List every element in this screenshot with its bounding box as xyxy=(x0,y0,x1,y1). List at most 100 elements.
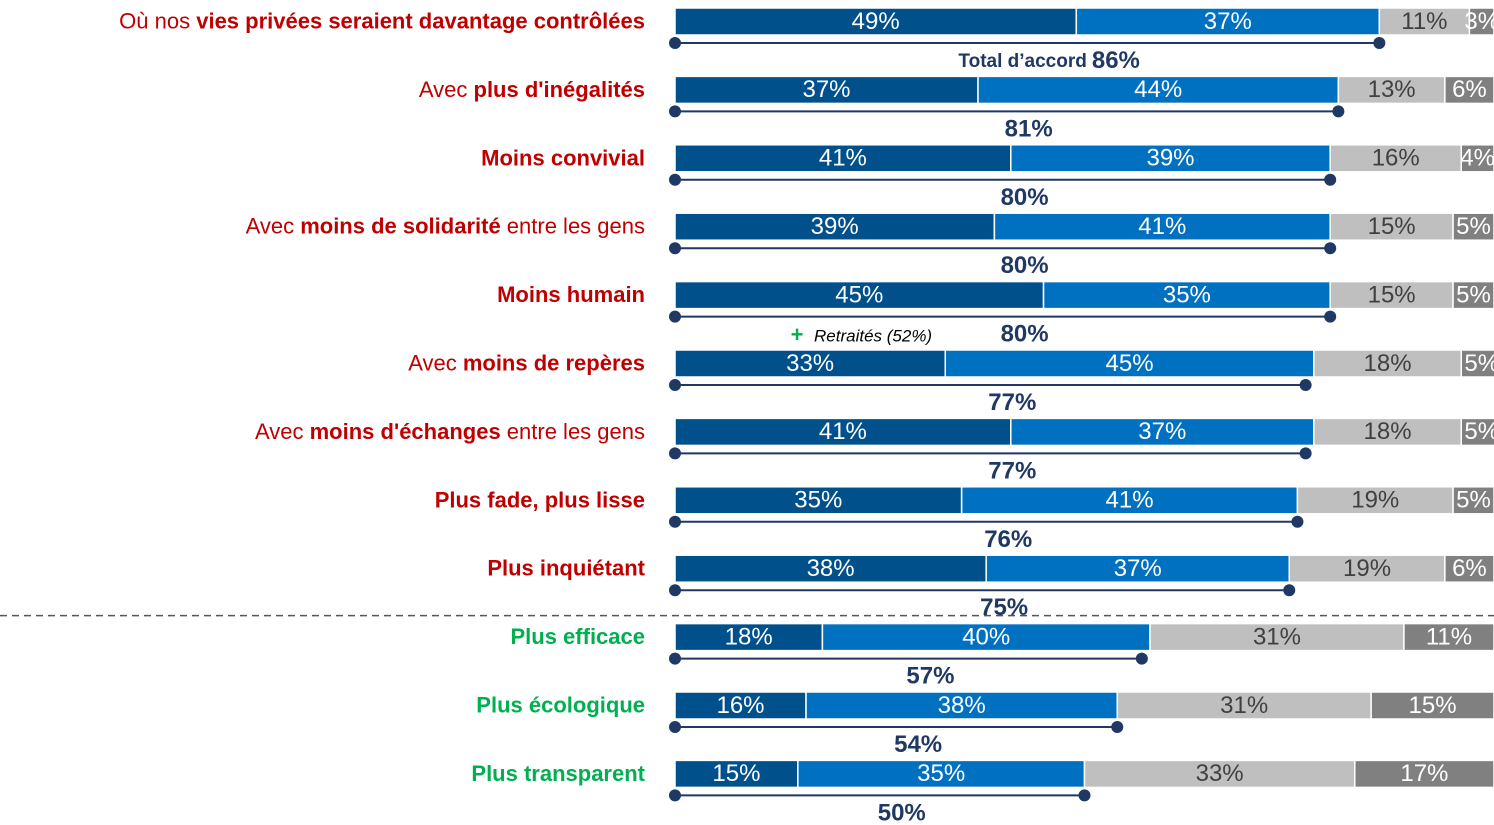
value-label: 38% xyxy=(938,692,986,719)
value-label: 31% xyxy=(1253,623,1301,650)
value-label: 49% xyxy=(852,8,900,35)
total-label: Total d’accord 86% xyxy=(958,47,1140,74)
bar-segment xyxy=(1370,691,1494,720)
value-label: 35% xyxy=(1163,281,1211,308)
total-value: 80% xyxy=(1001,184,1049,211)
total-label: 75% xyxy=(980,595,1028,622)
category-label-part: moins de solidarité xyxy=(300,214,501,239)
total-dot xyxy=(669,447,681,460)
total-label: 54% xyxy=(894,731,942,758)
total-label: 57% xyxy=(906,663,954,690)
category-label-part: moins de repères xyxy=(463,350,645,375)
value-label: 5% xyxy=(1464,418,1494,445)
category-label-part: Moins humain xyxy=(497,282,645,307)
value-label: 11% xyxy=(1401,8,1447,35)
value-label: 16% xyxy=(716,692,764,719)
category-label: Avec moins d'échanges entre les gens xyxy=(255,419,645,444)
total-prefix: Total d’accord xyxy=(958,51,1086,72)
total-dot xyxy=(669,584,681,597)
value-label: 37% xyxy=(1114,555,1162,582)
bar-segment xyxy=(1010,144,1331,173)
category-label-part: Avec xyxy=(255,419,310,444)
bar-segment xyxy=(1296,486,1454,515)
value-label: 15% xyxy=(1368,281,1416,308)
annotation-symbol: + xyxy=(791,322,804,347)
value-label: 13% xyxy=(1368,76,1416,103)
total-value: 77% xyxy=(988,458,1036,485)
value-label: 41% xyxy=(1106,487,1154,514)
value-label: 11% xyxy=(1426,623,1472,650)
total-label: 80% xyxy=(1001,184,1049,211)
value-label: 15% xyxy=(1368,213,1416,240)
category-label-part: entre les gens xyxy=(501,419,645,444)
category-label-part: Avec xyxy=(419,77,474,102)
bar-segment xyxy=(1116,691,1372,720)
value-label: 18% xyxy=(1364,350,1412,377)
total-dot xyxy=(669,379,681,391)
value-label: 41% xyxy=(819,418,867,445)
value-label: 35% xyxy=(794,487,842,514)
value-label: 5% xyxy=(1456,281,1491,308)
category-label-part: moins d'échanges xyxy=(310,419,501,444)
category-label: Avec moins de solidarité entre les gens xyxy=(246,214,645,239)
value-label: 17% xyxy=(1400,760,1448,787)
value-label: 40% xyxy=(962,623,1010,650)
bar-segment xyxy=(1149,622,1405,652)
total-dot xyxy=(1291,515,1304,528)
category-label: Moins convivial xyxy=(481,145,645,170)
category-label-part: plus d'inégalités xyxy=(474,77,646,102)
bar-segment xyxy=(1329,280,1454,310)
value-label: 31% xyxy=(1220,692,1268,719)
category-label-part: Avec xyxy=(246,214,301,239)
bar-segment xyxy=(1010,417,1315,447)
category-label-part: Moins convivial xyxy=(481,145,645,170)
total-label: 50% xyxy=(878,800,926,825)
value-label: 5% xyxy=(1456,213,1491,240)
total-label: 80% xyxy=(1001,253,1049,280)
value-label: 39% xyxy=(1146,145,1194,172)
bar-segment xyxy=(1354,759,1494,789)
bar-segment xyxy=(1329,144,1462,173)
total-value: 54% xyxy=(894,731,942,758)
total-value: 50% xyxy=(878,800,926,825)
value-label: 37% xyxy=(1138,418,1186,445)
bar-segment xyxy=(993,212,1331,241)
total-value: 80% xyxy=(1001,253,1049,280)
value-label: 38% xyxy=(807,555,855,582)
bar-segment xyxy=(1329,212,1454,241)
value-label: 33% xyxy=(786,350,834,377)
category-label: Plus inquiétant xyxy=(487,556,645,581)
total-value: 76% xyxy=(984,526,1032,553)
category-label-part: entre les gens xyxy=(501,214,645,239)
total-label: 76% xyxy=(984,526,1032,553)
value-label: 19% xyxy=(1343,555,1391,582)
value-label: 18% xyxy=(1364,418,1412,445)
value-label: 45% xyxy=(1106,350,1154,377)
bar-segment xyxy=(1042,280,1331,310)
total-dot xyxy=(1324,310,1337,323)
value-label: 41% xyxy=(819,145,867,172)
total-dot xyxy=(1373,37,1386,49)
bar-segment xyxy=(1444,554,1494,583)
bar-segment xyxy=(1452,280,1494,310)
total-dot xyxy=(1324,242,1337,255)
bar-segment xyxy=(1460,349,1494,378)
category-label: Plus fade, plus lisse xyxy=(435,487,645,512)
value-label: 35% xyxy=(917,760,965,787)
total-label: 77% xyxy=(988,458,1036,485)
category-label-part: Où nos xyxy=(119,8,196,33)
bar-segment xyxy=(1452,486,1494,515)
total-dot xyxy=(1078,789,1091,802)
bar-segment xyxy=(674,349,947,378)
value-label: 45% xyxy=(835,281,883,308)
bar-segment xyxy=(674,622,824,652)
category-label: Avec moins de repères xyxy=(408,350,645,375)
bar-segment xyxy=(1444,75,1494,105)
value-label: 5% xyxy=(1456,487,1491,514)
bar-segment xyxy=(1083,759,1356,789)
total-dot xyxy=(669,105,681,118)
value-label: 6% xyxy=(1452,76,1487,103)
total-dot xyxy=(669,652,681,665)
total-dot xyxy=(1135,652,1148,665)
value-label: 5% xyxy=(1464,350,1494,377)
